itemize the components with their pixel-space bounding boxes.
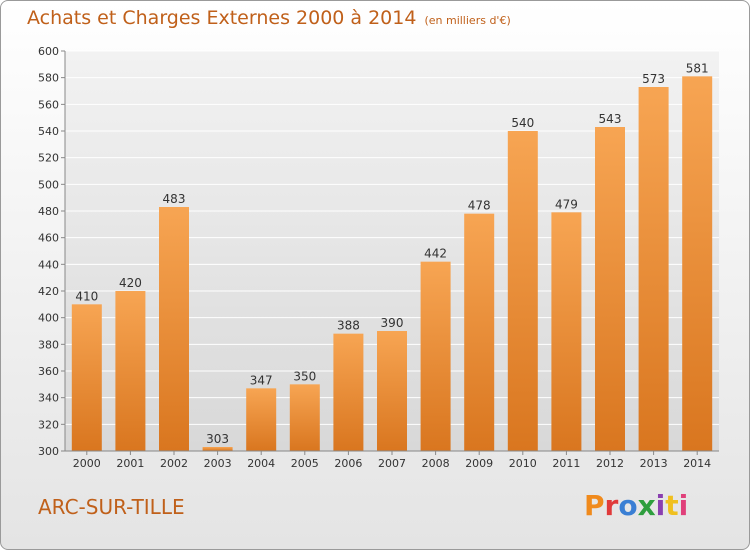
y-tick-label: 340 bbox=[38, 392, 59, 405]
bar bbox=[377, 331, 407, 451]
logo-letter: r bbox=[604, 489, 619, 522]
title-text: Achats et Charges Externes 2000 à 2014 bbox=[27, 7, 417, 29]
data-label: 479 bbox=[555, 197, 578, 211]
y-tick-label: 400 bbox=[38, 312, 59, 325]
x-tick-label: 2004 bbox=[247, 457, 275, 470]
x-tick-label: 2001 bbox=[116, 457, 144, 470]
bar bbox=[682, 76, 713, 451]
data-label: 388 bbox=[337, 319, 360, 333]
y-tick-label: 420 bbox=[38, 285, 59, 298]
data-label: 478 bbox=[468, 199, 491, 213]
bar bbox=[507, 131, 538, 451]
bar bbox=[71, 304, 102, 451]
logo-letter: x bbox=[637, 489, 656, 522]
x-tick-label: 2002 bbox=[160, 457, 188, 470]
data-label: 420 bbox=[119, 276, 142, 290]
bar bbox=[551, 212, 582, 451]
y-tick-label: 480 bbox=[38, 205, 59, 218]
y-tick-label: 460 bbox=[38, 232, 59, 245]
logo-letter: P bbox=[584, 489, 605, 522]
x-tick-label: 2012 bbox=[596, 457, 624, 470]
y-tick-label: 380 bbox=[38, 338, 59, 351]
y-tick-label: 520 bbox=[38, 152, 59, 165]
x-tick-label: 2003 bbox=[204, 457, 232, 470]
logo-letter: o bbox=[618, 489, 638, 522]
y-tick-label: 360 bbox=[38, 365, 59, 378]
data-label: 483 bbox=[163, 192, 186, 206]
data-label: 442 bbox=[424, 247, 447, 261]
x-tick-label: 2014 bbox=[683, 457, 711, 470]
y-tick-label: 440 bbox=[38, 258, 59, 271]
data-label: 540 bbox=[511, 116, 534, 130]
y-tick-label: 560 bbox=[38, 98, 59, 111]
location-name: ARC-SUR-TILLE bbox=[38, 495, 185, 519]
bar bbox=[595, 127, 625, 451]
logo-letter: i bbox=[655, 489, 666, 522]
data-label: 543 bbox=[599, 112, 622, 126]
data-label: 390 bbox=[381, 316, 404, 330]
y-tick-label: 600 bbox=[38, 45, 59, 58]
x-tick-label: 2011 bbox=[552, 457, 580, 470]
bar bbox=[202, 447, 233, 451]
x-tick-label: 2007 bbox=[378, 457, 406, 470]
proxiti-logo: Proxiti bbox=[584, 489, 688, 522]
data-label: 303 bbox=[206, 432, 229, 446]
data-label: 573 bbox=[642, 72, 665, 86]
data-label: 350 bbox=[293, 369, 316, 383]
data-label: 410 bbox=[75, 289, 98, 303]
x-tick-label: 2009 bbox=[465, 457, 493, 470]
bar bbox=[289, 384, 320, 451]
logo-letter: t bbox=[665, 489, 679, 522]
x-tick-label: 2010 bbox=[509, 457, 537, 470]
x-tick-label: 2008 bbox=[422, 457, 450, 470]
chart-subtitle: (en milliers d'€) bbox=[424, 14, 511, 27]
bar bbox=[159, 207, 189, 451]
bar bbox=[464, 213, 495, 451]
x-tick-label: 2005 bbox=[291, 457, 319, 470]
x-tick-label: 2006 bbox=[334, 457, 362, 470]
bar bbox=[246, 388, 277, 451]
logo-letter: i bbox=[678, 489, 689, 522]
y-tick-label: 500 bbox=[38, 178, 59, 191]
bar bbox=[420, 261, 451, 451]
y-tick-label: 300 bbox=[38, 445, 59, 458]
chart-title: Achats et Charges Externes 2000 à 2014 (e… bbox=[27, 7, 511, 29]
bar bbox=[115, 291, 146, 451]
y-tick-label: 540 bbox=[38, 125, 59, 138]
bar bbox=[333, 333, 364, 451]
y-tick-label: 580 bbox=[38, 72, 59, 85]
x-tick-label: 2000 bbox=[73, 457, 101, 470]
bar bbox=[638, 87, 669, 451]
y-tick-label: 320 bbox=[38, 418, 59, 431]
data-label: 347 bbox=[250, 373, 273, 387]
x-tick-label: 2013 bbox=[640, 457, 668, 470]
data-label: 581 bbox=[686, 61, 709, 75]
